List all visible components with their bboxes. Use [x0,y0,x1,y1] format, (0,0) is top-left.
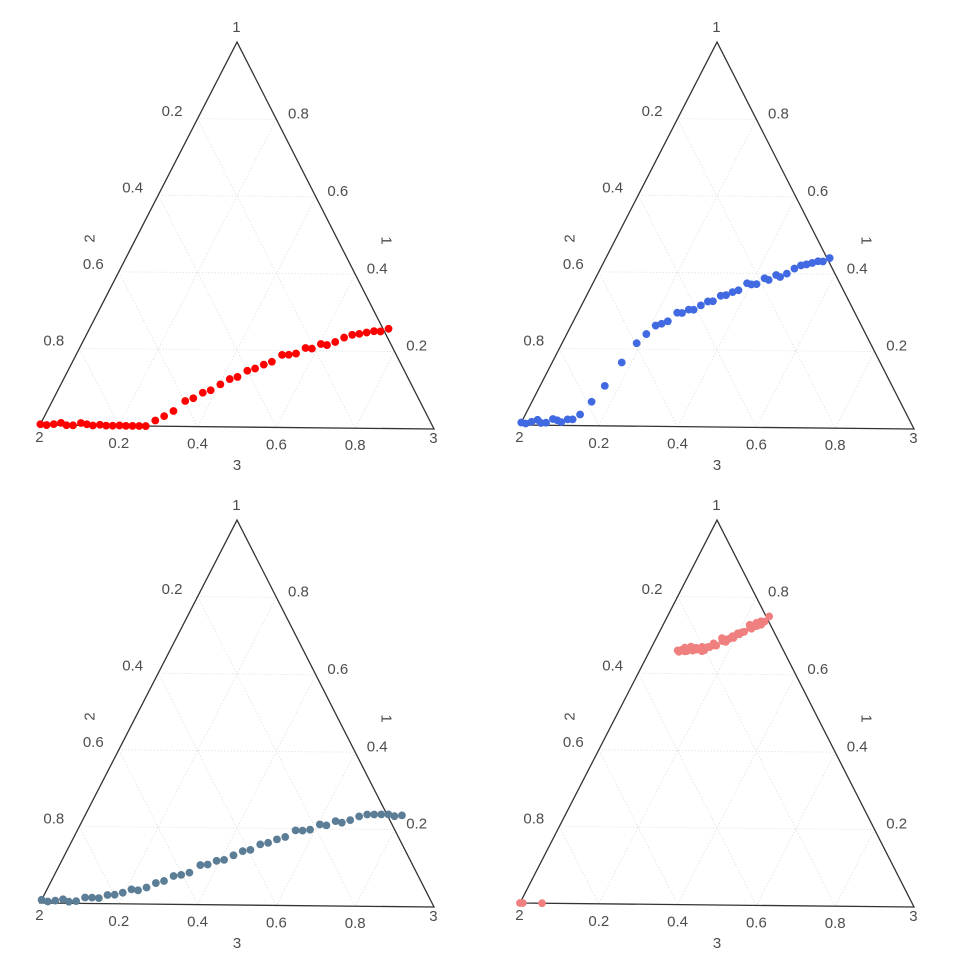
svg-text:0.2: 0.2 [588,435,609,452]
svg-text:2: 2 [515,907,523,924]
svg-text:0.6: 0.6 [83,256,104,273]
svg-text:0.6: 0.6 [746,436,767,453]
svg-text:2: 2 [82,234,99,242]
svg-text:0.6: 0.6 [807,183,828,200]
svg-text:0.6: 0.6 [83,734,104,751]
svg-text:0.6: 0.6 [746,914,767,931]
svg-text:0.8: 0.8 [288,584,309,601]
svg-text:0.8: 0.8 [825,437,846,454]
svg-text:0.2: 0.2 [162,581,183,598]
svg-text:0.2: 0.2 [642,581,663,598]
svg-text:0.4: 0.4 [602,179,623,196]
svg-text:1: 1 [858,714,875,722]
svg-text:0.4: 0.4 [602,657,623,674]
svg-text:0.6: 0.6 [266,436,287,453]
svg-text:0.8: 0.8 [288,106,309,123]
svg-text:2: 2 [35,907,43,924]
svg-text:0.8: 0.8 [345,437,366,454]
svg-text:3: 3 [429,430,437,447]
svg-text:0.4: 0.4 [367,260,388,277]
svg-text:1: 1 [712,497,720,514]
svg-text:2: 2 [35,429,43,446]
svg-text:0.2: 0.2 [108,913,129,930]
svg-text:3: 3 [233,457,241,474]
svg-text:0.6: 0.6 [327,661,348,678]
svg-text:0.6: 0.6 [563,734,584,751]
svg-text:0.2: 0.2 [406,338,427,355]
svg-text:2: 2 [82,712,99,720]
svg-text:1: 1 [232,19,240,36]
svg-text:0.2: 0.2 [406,816,427,833]
svg-text:3: 3 [429,908,437,925]
svg-text:0.8: 0.8 [345,915,366,932]
svg-text:0.2: 0.2 [642,103,663,120]
svg-text:0.2: 0.2 [588,913,609,930]
svg-text:0.8: 0.8 [825,915,846,932]
svg-text:1: 1 [378,236,395,244]
svg-text:2: 2 [562,234,579,242]
svg-text:0.4: 0.4 [122,657,143,674]
svg-text:1: 1 [232,497,240,514]
svg-text:3: 3 [713,935,721,952]
svg-text:0.4: 0.4 [187,436,208,453]
svg-text:2: 2 [515,429,523,446]
svg-text:0.6: 0.6 [807,661,828,678]
svg-text:3: 3 [713,457,721,474]
svg-text:0.6: 0.6 [266,914,287,931]
svg-text:0.8: 0.8 [768,106,789,123]
svg-text:0.8: 0.8 [43,811,64,828]
svg-text:0.4: 0.4 [847,260,868,277]
svg-text:1: 1 [712,19,720,36]
svg-text:0.2: 0.2 [162,103,183,120]
svg-text:3: 3 [909,908,917,925]
svg-text:3: 3 [233,935,241,952]
svg-text:0.2: 0.2 [886,816,907,833]
svg-text:0.8: 0.8 [768,584,789,601]
svg-text:3: 3 [909,430,917,447]
svg-text:0.6: 0.6 [327,183,348,200]
svg-text:0.2: 0.2 [886,338,907,355]
svg-text:0.8: 0.8 [43,333,64,350]
svg-text:0.4: 0.4 [187,914,208,931]
svg-text:1: 1 [858,236,875,244]
svg-text:0.8: 0.8 [523,333,544,350]
svg-text:0.4: 0.4 [667,436,688,453]
svg-text:2: 2 [562,712,579,720]
svg-text:0.4: 0.4 [122,179,143,196]
svg-text:1: 1 [378,714,395,722]
svg-text:0.6: 0.6 [563,256,584,273]
svg-text:0.4: 0.4 [667,914,688,931]
svg-text:0.8: 0.8 [523,811,544,828]
svg-text:0.2: 0.2 [108,435,129,452]
svg-text:0.4: 0.4 [367,738,388,755]
svg-text:0.4: 0.4 [847,738,868,755]
